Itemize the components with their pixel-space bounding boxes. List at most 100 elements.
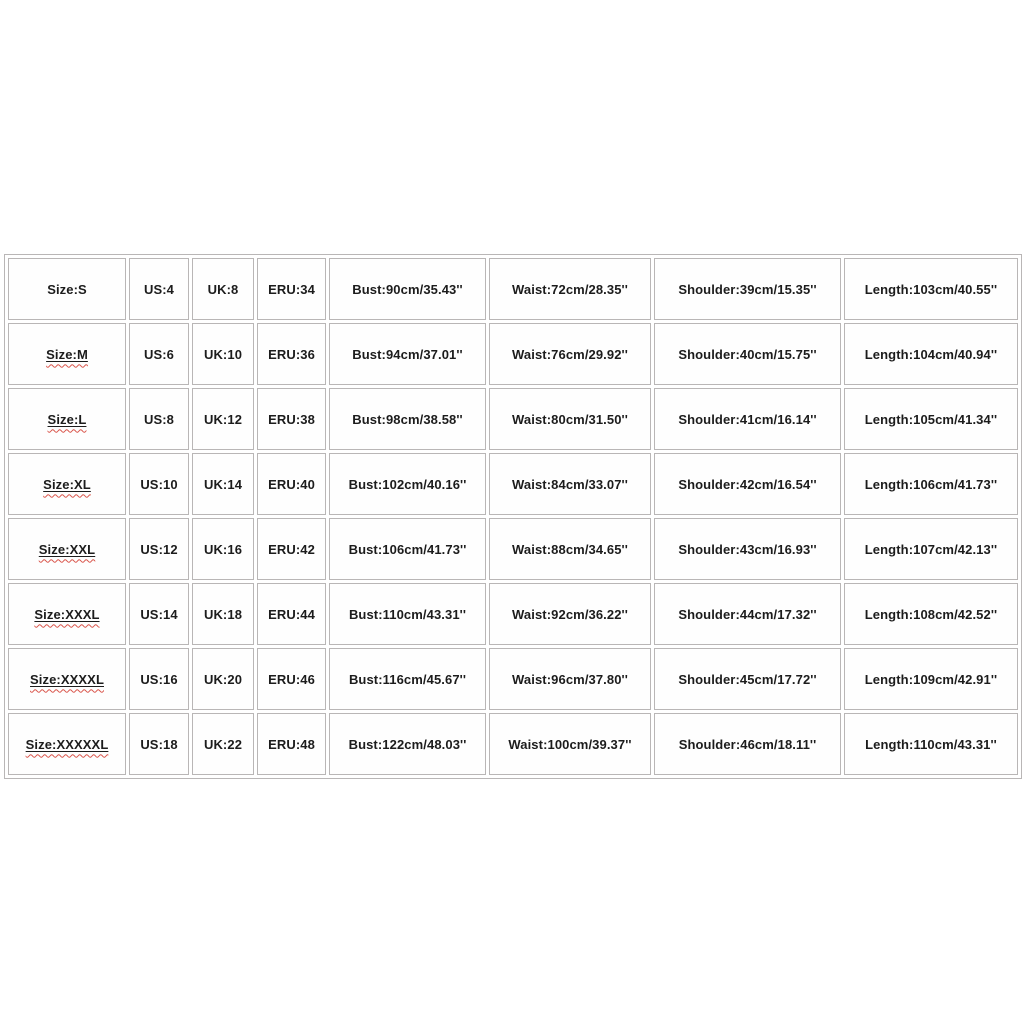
bust-value: Bust:102cm/40.16'' [348,476,467,492]
cell-length: Length:106cm/41.73'' [844,453,1018,515]
waist-value: Waist:92cm/36.22'' [512,606,628,622]
uk-value: UK:20 [203,671,243,687]
cell-size: Size:XL [8,453,126,515]
shoulder-value: Shoulder:39cm/15.35'' [678,281,817,297]
waist-value: Waist:96cm/37.80'' [512,671,628,687]
waist-value: Waist:84cm/33.07'' [512,476,628,492]
uk-value: UK:18 [203,606,243,622]
size-chart-page: Size:S US:4 UK:8 ERU:34 Bust:90cm/35.43'' Wai… [4,254,1022,779]
uk-value: UK:8 [207,281,239,297]
cell-us: US:16 [129,648,189,710]
table-row: Size:XL US:10 UK:14 ERU:40 Bust:102cm/40.16'… [8,453,1018,515]
cell-bust: Bust:94cm/37.01'' [329,323,486,385]
cell-length: Length:108cm/42.52'' [844,583,1018,645]
uk-value: UK:22 [203,736,243,752]
shoulder-value: Shoulder:42cm/16.54'' [678,476,817,492]
cell-uk: UK:22 [192,713,254,775]
cell-shoulder: Shoulder:46cm/18.11'' [654,713,841,775]
cell-uk: UK:16 [192,518,254,580]
cell-shoulder: Shoulder:45cm/17.72'' [654,648,841,710]
length-value: Length:109cm/42.91'' [864,671,998,687]
cell-size: Size:M [8,323,126,385]
cell-uk: UK:20 [192,648,254,710]
us-value: US:10 [140,476,178,492]
size-value: Size:XL [43,476,91,492]
size-value: Size:XXXXXL [25,736,109,752]
table-row: Size:L US:8 UK:12 ERU:38 Bust:98cm/38.58'' Wa… [8,388,1018,450]
bust-value: Bust:116cm/45.67'' [348,671,467,687]
us-value: US:4 [143,281,175,297]
us-value: US:6 [143,346,175,362]
cell-eru: ERU:48 [257,713,326,775]
cell-uk: UK:14 [192,453,254,515]
bust-value: Bust:94cm/37.01'' [352,346,463,362]
spellcheck-squiggle: Size:XXXXXL [26,737,109,752]
shoulder-value: Shoulder:41cm/16.14'' [678,411,817,427]
cell-bust: Bust:116cm/45.67'' [329,648,486,710]
cell-uk: UK:10 [192,323,254,385]
size-value: Size:XXXXL [30,671,104,687]
bust-value: Bust:90cm/35.43'' [352,281,463,297]
bust-value: Bust:122cm/48.03'' [348,736,467,752]
cell-us: US:4 [129,258,189,320]
cell-bust: Bust:106cm/41.73'' [329,518,486,580]
waist-value: Waist:76cm/29.92'' [512,346,628,362]
size-value: Size:L [47,411,87,427]
waist-value: Waist:100cm/39.37'' [508,736,632,752]
table-row: Size:XXXXXL US:18 UK:22 ERU:48 Bust:122cm/48… [8,713,1018,775]
waist-value: Waist:88cm/34.65'' [512,541,628,557]
cell-shoulder: Shoulder:41cm/16.14'' [654,388,841,450]
spellcheck-squiggle: Size:XXL [39,542,95,557]
cell-shoulder: Shoulder:40cm/15.75'' [654,323,841,385]
cell-length: Length:105cm/41.34'' [844,388,1018,450]
cell-waist: Waist:76cm/29.92'' [489,323,651,385]
spellcheck-squiggle: Size:XXXL [34,607,99,622]
eru-value: ERU:40 [268,476,315,492]
cell-us: US:10 [129,453,189,515]
cell-size: Size:XXXXXL [8,713,126,775]
length-value: Length:105cm/41.34'' [864,411,998,427]
us-value: US:14 [140,606,178,622]
cell-shoulder: Shoulder:43cm/16.93'' [654,518,841,580]
cell-size: Size:L [8,388,126,450]
shoulder-value: Shoulder:46cm/18.11'' [678,736,817,752]
cell-waist: Waist:80cm/31.50'' [489,388,651,450]
cell-waist: Waist:96cm/37.80'' [489,648,651,710]
uk-value: UK:16 [203,541,243,557]
cell-eru: ERU:38 [257,388,326,450]
eru-value: ERU:44 [268,606,315,622]
size-value: Size:M [46,346,88,362]
cell-bust: Bust:90cm/35.43'' [329,258,486,320]
length-value: Length:110cm/43.31'' [865,736,997,752]
length-value: Length:107cm/42.13'' [864,541,998,557]
us-value: US:16 [140,671,178,687]
spellcheck-squiggle: Size:M [46,347,88,362]
eru-value: ERU:38 [268,411,315,427]
uk-value: UK:12 [203,411,243,427]
spellcheck-squiggle: Size:XL [43,477,91,492]
cell-waist: Waist:84cm/33.07'' [489,453,651,515]
eru-value: ERU:46 [268,671,315,687]
cell-eru: ERU:44 [257,583,326,645]
waist-value: Waist:72cm/28.35'' [512,281,628,297]
shoulder-value: Shoulder:45cm/17.72'' [678,671,817,687]
cell-uk: UK:12 [192,388,254,450]
us-value: US:12 [140,541,178,557]
table-row: Size:XXL US:12 UK:16 ERU:42 Bust:106cm/41.73… [8,518,1018,580]
eru-value: ERU:48 [268,736,315,752]
cell-bust: Bust:98cm/38.58'' [329,388,486,450]
cell-us: US:14 [129,583,189,645]
cell-length: Length:107cm/42.13'' [844,518,1018,580]
size-value: Size:S [47,281,87,297]
cell-waist: Waist:100cm/39.37'' [489,713,651,775]
cell-us: US:12 [129,518,189,580]
cell-waist: Waist:92cm/36.22'' [489,583,651,645]
length-value: Length:103cm/40.55'' [864,281,998,297]
size-chart-body: Size:S US:4 UK:8 ERU:34 Bust:90cm/35.43'' Wai… [8,258,1018,775]
eru-value: ERU:36 [268,346,315,362]
cell-shoulder: Shoulder:39cm/15.35'' [654,258,841,320]
length-value: Length:106cm/41.73'' [864,476,998,492]
cell-waist: Waist:88cm/34.65'' [489,518,651,580]
cell-eru: ERU:40 [257,453,326,515]
shoulder-value: Shoulder:40cm/15.75'' [678,346,817,362]
